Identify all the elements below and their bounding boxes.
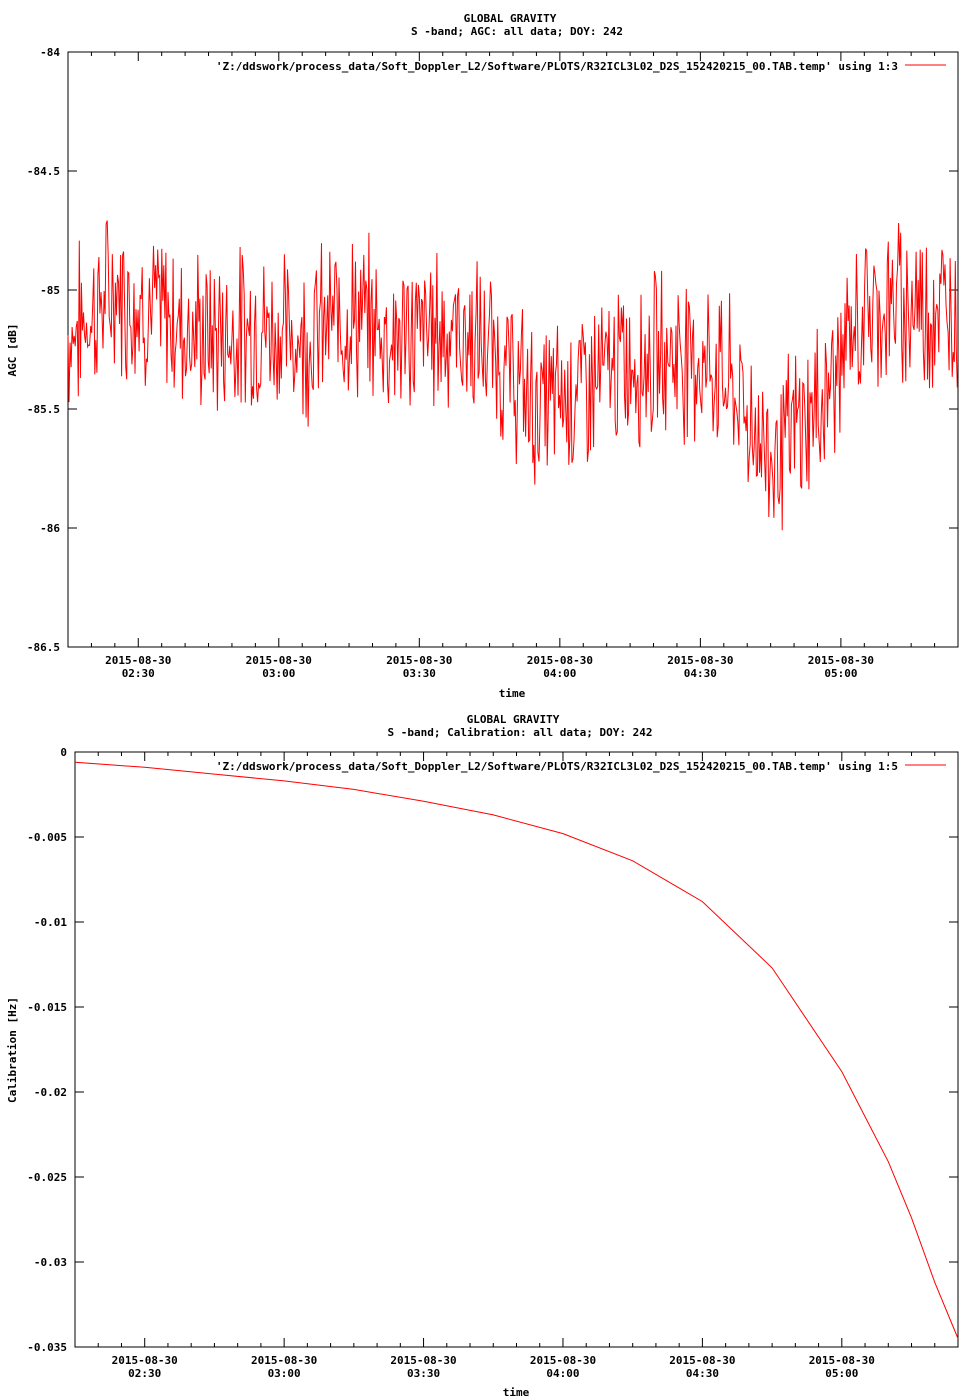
y-tick-label: -0.015 <box>27 1001 67 1014</box>
series-line <box>74 761 959 1339</box>
x-tick-label-time: 05:00 <box>825 1367 858 1380</box>
x-tick-label-date: 2015-08-30 <box>527 654 593 667</box>
x-tick-label-time: 03:30 <box>407 1367 440 1380</box>
y-tick-label: -0.005 <box>27 831 67 844</box>
y-tick-label: -0.025 <box>27 1171 67 1184</box>
y-tick-label: -0.03 <box>34 1256 67 1269</box>
x-tick-label-date: 2015-08-30 <box>669 1354 735 1367</box>
calibration-y-axis-label: Calibration [Hz] <box>6 997 19 1103</box>
x-tick-label-time: 02:30 <box>128 1367 161 1380</box>
x-tick-label-date: 2015-08-30 <box>251 1354 317 1367</box>
calibration-chart: GLOBAL GRAVITY S -band; Calibration: all… <box>6 713 959 1399</box>
agc-chart-subtitle: S -band; AGC: all data; DOY: 242 <box>411 25 623 38</box>
agc-chart-title: GLOBAL GRAVITY <box>464 12 557 25</box>
y-tick-label: -86.5 <box>27 641 60 654</box>
y-tick-label: -0.01 <box>34 916 67 929</box>
calibration-chart-subtitle: S -band; Calibration: all data; DOY: 242 <box>388 726 653 739</box>
y-tick-label: -85 <box>40 284 60 297</box>
y-tick-label: -84.5 <box>27 165 60 178</box>
agc-chart: GLOBAL GRAVITY S -band; AGC: all data; D… <box>6 12 959 700</box>
series-line <box>67 220 958 531</box>
calibration-series-line <box>74 761 959 1339</box>
x-tick-label-date: 2015-08-30 <box>390 1354 456 1367</box>
x-tick-label-time: 03:00 <box>268 1367 301 1380</box>
x-tick-label-time: 04:30 <box>684 667 717 680</box>
x-tick-label-time: 03:00 <box>262 667 295 680</box>
y-tick-label: -0.035 <box>27 1341 67 1354</box>
calibration-x-ticks: 2015-08-3002:302015-08-3003:002015-08-30… <box>74 752 959 1380</box>
calibration-x-axis-label: time <box>503 1386 530 1399</box>
y-tick-label: -0.02 <box>34 1086 67 1099</box>
y-tick-label: -84 <box>40 46 60 59</box>
y-tick-label: -86 <box>40 522 60 535</box>
plot-border <box>74 751 959 1348</box>
x-tick-label-date: 2015-08-30 <box>809 1354 875 1367</box>
x-tick-label-time: 02:30 <box>122 667 155 680</box>
calibration-legend-label: 'Z:/ddswork/process_data/Soft_Doppler_L2… <box>216 760 898 773</box>
x-tick-label-date: 2015-08-30 <box>808 654 874 667</box>
calibration-chart-title: GLOBAL GRAVITY <box>467 713 560 726</box>
x-tick-label-date: 2015-08-30 <box>530 1354 596 1367</box>
x-tick-label-date: 2015-08-30 <box>246 654 312 667</box>
agc-series-line <box>67 220 958 531</box>
agc-y-axis-label: AGC [dB] <box>6 324 19 377</box>
x-tick-label-date: 2015-08-30 <box>112 1354 178 1367</box>
x-tick-label-time: 03:30 <box>403 667 436 680</box>
agc-x-ticks: 2015-08-3002:302015-08-3003:002015-08-30… <box>67 52 959 680</box>
agc-x-axis-label: time <box>499 687 526 700</box>
calibration-plot-frame <box>74 751 959 1348</box>
calibration-y-ticks: 0 -0.005 -0.01 -0.015 -0.02 -0.025 -0.03 -0.035 <box>27 746 958 1354</box>
x-tick-label-date: 2015-08-30 <box>386 654 452 667</box>
x-tick-label-date: 2015-08-30 <box>105 654 171 667</box>
x-tick-label-time: 05:00 <box>824 667 857 680</box>
x-tick-label-time: 04:30 <box>686 1367 719 1380</box>
y-tick-label: 0 <box>60 746 67 759</box>
y-tick-label: -85.5 <box>27 403 60 416</box>
agc-legend-label: 'Z:/ddswork/process_data/Soft_Doppler_L2… <box>216 60 898 73</box>
x-tick-label-time: 04:00 <box>543 667 576 680</box>
x-tick-label-time: 04:00 <box>546 1367 579 1380</box>
agc-y-ticks: -84 -84.5 -85 -85.5 -86 -86.5 <box>27 46 958 654</box>
x-tick-label-date: 2015-08-30 <box>667 654 733 667</box>
